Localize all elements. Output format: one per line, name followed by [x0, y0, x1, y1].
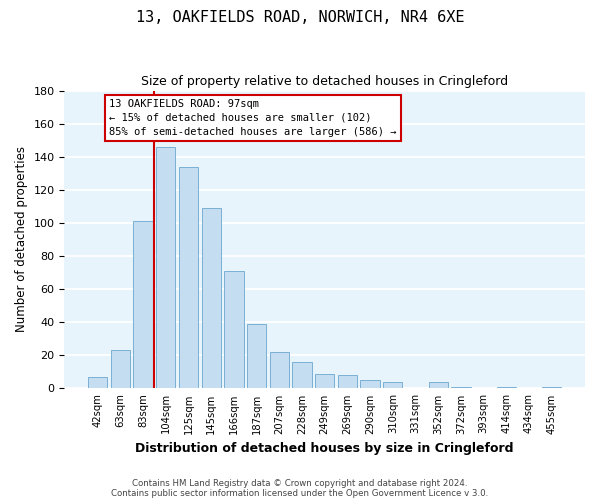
Bar	[497, 387, 516, 388]
Text: Contains HM Land Registry data © Crown copyright and database right 2024.: Contains HM Land Registry data © Crown c…	[132, 478, 468, 488]
Bar	[179, 166, 198, 388]
Text: 13 OAKFIELDS ROAD: 97sqm
← 15% of detached houses are smaller (102)
85% of semi-: 13 OAKFIELDS ROAD: 97sqm ← 15% of detach…	[109, 99, 397, 137]
Bar	[383, 382, 403, 388]
Bar	[338, 375, 357, 388]
Title: Size of property relative to detached houses in Cringleford: Size of property relative to detached ho…	[141, 75, 508, 88]
Bar	[542, 387, 562, 388]
Bar	[111, 350, 130, 389]
Bar	[269, 352, 289, 389]
Bar	[88, 377, 107, 388]
Bar	[224, 271, 244, 388]
Bar	[451, 387, 470, 388]
Y-axis label: Number of detached properties: Number of detached properties	[15, 146, 28, 332]
Bar	[247, 324, 266, 388]
Bar	[202, 208, 221, 388]
Bar	[292, 362, 311, 388]
Bar	[133, 222, 153, 388]
Bar	[156, 147, 175, 388]
Text: Contains public sector information licensed under the Open Government Licence v : Contains public sector information licen…	[112, 488, 488, 498]
X-axis label: Distribution of detached houses by size in Cringleford: Distribution of detached houses by size …	[136, 442, 514, 455]
Bar	[315, 374, 334, 388]
Text: 13, OAKFIELDS ROAD, NORWICH, NR4 6XE: 13, OAKFIELDS ROAD, NORWICH, NR4 6XE	[136, 10, 464, 25]
Bar	[428, 382, 448, 388]
Bar	[361, 380, 380, 388]
